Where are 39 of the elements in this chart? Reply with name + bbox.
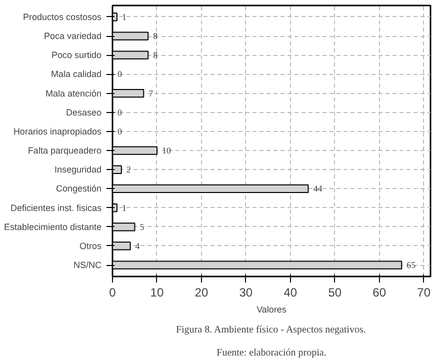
y-tick-label: Establecimiento distante (4, 222, 102, 232)
data-label: 10 (162, 146, 172, 156)
data-label: 5 (140, 222, 145, 232)
y-tick-label: Poca variedad (44, 31, 102, 42)
y-tick-label: Falta parqueadero (28, 146, 102, 156)
data-label: 2 (126, 164, 131, 175)
data-label: 44 (313, 184, 323, 194)
data-label: 0 (118, 107, 122, 118)
x-tick-label: 10 (150, 286, 164, 300)
x-axis-title: Valores (256, 304, 287, 314)
x-tick-label: 20 (194, 286, 208, 300)
y-tick-label: NS/NC (74, 260, 102, 270)
data-label: 1 (122, 12, 126, 22)
y-tick-label: Mala atención (45, 88, 102, 98)
y-tick-label: Congestión (56, 184, 102, 194)
data-label: 0 (118, 126, 122, 136)
data-label: 4 (135, 240, 140, 251)
x-tick-label: 0 (109, 286, 116, 300)
source-note: Fuente: elaboración propia. (216, 348, 326, 358)
x-tick-label: 60 (372, 286, 386, 300)
data-label: 8 (153, 50, 158, 60)
x-tick-label: 50 (328, 286, 342, 300)
data-label: 0 (118, 69, 122, 80)
text: Figura 8. Ambiente físico - Aspectos negativos. (176, 324, 366, 336)
data-label: 7 (148, 88, 154, 98)
y-tick-label: Productos costosos (22, 12, 102, 22)
data-label: 8 (153, 31, 158, 42)
y-tick-label: Deficientes inst. fisicas (10, 202, 102, 213)
y-tick-label: Inseguridad (54, 164, 102, 175)
x-tick-label: 30 (239, 286, 253, 300)
data-label: 1 (122, 202, 126, 213)
data-label: 65 (406, 260, 416, 270)
y-tick-label: Otros (79, 240, 102, 251)
y-tick-label: Horarios inapropiados (13, 126, 102, 136)
y-tick-label: Desaseo (66, 107, 102, 118)
x-tick-label: 70 (417, 286, 431, 300)
y-tick-label: Poco surtido (51, 50, 102, 60)
y-tick-label: Mala calidad (50, 69, 102, 80)
x-tick-label: 40 (284, 286, 298, 300)
